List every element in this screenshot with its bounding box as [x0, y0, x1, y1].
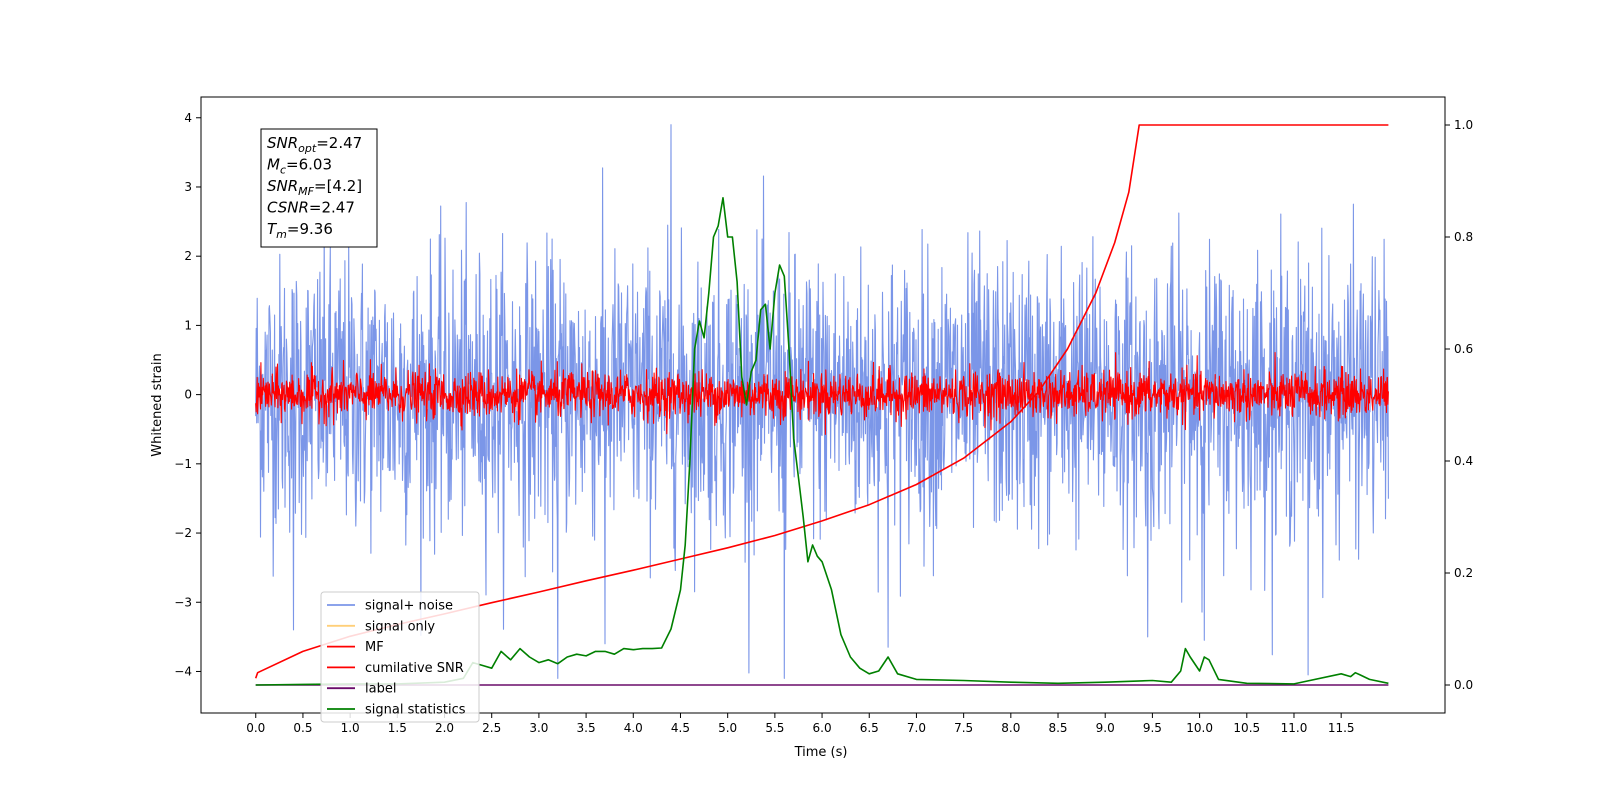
- x-tick-label: 6.5: [860, 721, 879, 735]
- annotation-line: CSNR=2.47: [267, 199, 355, 217]
- y-tick-label: 4: [184, 111, 192, 125]
- x-tick-label: 10.0: [1186, 721, 1213, 735]
- y-tick-label: −2: [174, 526, 192, 540]
- x-tick-label: 4.5: [671, 721, 690, 735]
- y2-axis-ticks: 1.0 0.8 0.6 0.4 0.2 0.0: [1445, 118, 1473, 692]
- x-tick-label: 1.0: [341, 721, 360, 735]
- x-tick-label: 0.0: [246, 721, 265, 735]
- legend-frame: [320, 591, 480, 723]
- series-line-signal-statistics: [255, 197, 1389, 686]
- x-tick-label: 8.5: [1048, 721, 1067, 735]
- x-tick-label: 4.0: [624, 721, 643, 735]
- x-tick-label: 3.0: [529, 721, 548, 735]
- x-tick-label: 2.0: [435, 721, 454, 735]
- y2-tick-label: 0.2: [1454, 566, 1473, 580]
- y2-tick-label: 0.6: [1454, 342, 1473, 356]
- y-axis-label: Whitened strain: [150, 353, 165, 456]
- y-tick-label: 3: [184, 180, 192, 194]
- legend-label: signal only: [365, 619, 435, 634]
- x-tick-label: 5.0: [718, 721, 737, 735]
- annotation-line: SNRMF=[4.2]: [267, 177, 362, 198]
- x-tick-label: 11.0: [1281, 721, 1308, 735]
- y-tick-label: 1: [184, 318, 192, 332]
- y-tick-label: 2: [184, 249, 192, 263]
- legend-label: cumilative SNR: [365, 661, 464, 676]
- y-tick-label: −1: [174, 457, 192, 471]
- legend-label: MF: [365, 640, 384, 655]
- y2-tick-label: 1.0: [1454, 118, 1473, 132]
- y-tick-label: −4: [174, 664, 192, 678]
- legend-label: signal+ noise: [365, 599, 453, 614]
- annotation-frame: [260, 128, 378, 248]
- x-tick-label: 6.0: [813, 721, 832, 735]
- x-tick-label: 11.5: [1328, 721, 1355, 735]
- annotation-line: Tm=9.36: [267, 220, 333, 241]
- x-tick-label: 2.5: [482, 721, 501, 735]
- x-tick-label: 0.5: [293, 721, 312, 735]
- x-axis-ticks: 0.0 0.5 1.0 1.5 2.0 2.5 3.0 3.5 4.0 4.5 5.0 5.5 6.0 6…: [246, 713, 1355, 735]
- annotation-line: Mc=6.03: [267, 156, 332, 177]
- x-tick-label: 7.5: [954, 721, 973, 735]
- x-tick-label: 1.5: [388, 721, 407, 735]
- plot-frame: [200, 96, 1446, 714]
- annotation-line: SNRopt=2.47: [267, 134, 362, 155]
- x-tick-label: 3.5: [577, 721, 596, 735]
- y-tick-label: 0: [184, 388, 192, 402]
- x-axis-label: Time (s): [794, 745, 848, 760]
- x-tick-label: 8.0: [1001, 721, 1020, 735]
- y2-tick-label: 0.8: [1454, 230, 1473, 244]
- x-tick-label: 9.5: [1143, 721, 1162, 735]
- x-tick-label: 5.5: [765, 721, 784, 735]
- series-line-mf: [255, 351, 1389, 435]
- y2-tick-label: 0.4: [1454, 454, 1473, 468]
- legend-label: signal statistics: [365, 703, 466, 718]
- y-axis-ticks: 4 3 2 1 0 −1 −2 −3 −4: [174, 111, 201, 678]
- x-tick-label: 9.0: [1096, 721, 1115, 735]
- y-tick-label: −3: [174, 595, 192, 609]
- x-tick-label: 10.5: [1233, 721, 1260, 735]
- legend: signal+ noise signal only MF cumilative SNR…: [320, 591, 480, 723]
- x-tick-label: 7.0: [907, 721, 926, 735]
- y2-tick-label: 0.0: [1454, 678, 1473, 692]
- legend-label: label: [365, 682, 396, 697]
